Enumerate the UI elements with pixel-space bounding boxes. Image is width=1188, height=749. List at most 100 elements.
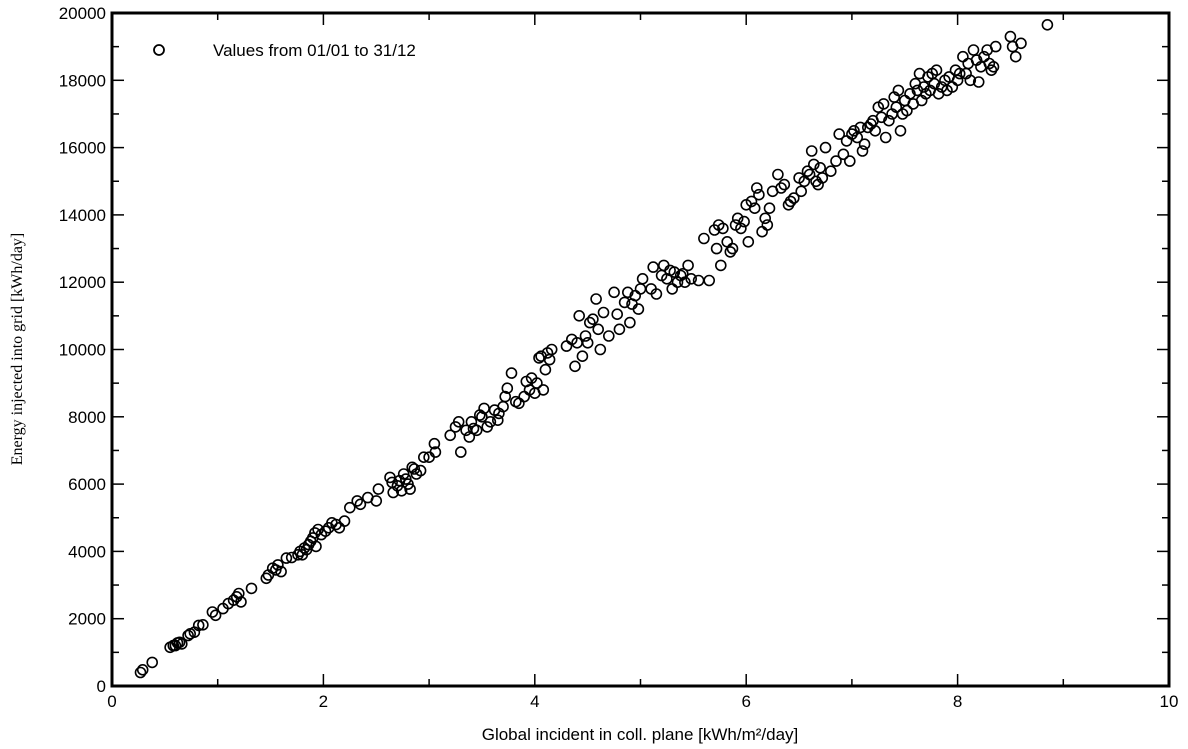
data-point — [666, 283, 679, 295]
data-point — [309, 527, 321, 539]
y-tick-label: 6000 — [68, 475, 106, 494]
data-point — [875, 111, 888, 124]
data-point — [840, 135, 853, 147]
data-point — [197, 618, 209, 631]
data-point — [501, 382, 514, 395]
x-tick-label: 2 — [319, 692, 328, 711]
data-point — [717, 222, 729, 235]
data-point — [756, 225, 768, 238]
data-point — [928, 77, 941, 90]
data-point — [685, 272, 698, 285]
data-point — [573, 309, 586, 322]
data-point — [594, 343, 607, 356]
data-point — [856, 145, 869, 157]
data-point — [583, 316, 596, 329]
data-point — [272, 559, 284, 571]
y-tick-label: 20000 — [59, 4, 106, 23]
data-point — [576, 350, 589, 363]
data-point — [454, 446, 467, 458]
tick-labels: 0 2 4 6 8 10 0 2000 4000 6000 8000 10000 12000 14000 1… — [59, 4, 1179, 711]
legend-entry: Values from 01/01 to 31/12 — [213, 41, 416, 60]
data-point — [370, 495, 383, 507]
data-point — [338, 515, 351, 527]
data-point — [597, 306, 610, 319]
data-point — [676, 267, 689, 280]
data-point — [581, 336, 594, 349]
data-point — [513, 397, 525, 410]
y-tick-label: 12000 — [59, 273, 106, 292]
data-point — [590, 293, 602, 305]
data-point — [703, 274, 716, 287]
data-point — [803, 168, 816, 181]
data-point — [894, 125, 907, 137]
y-axis-label: Energy injected into grid [kWh/day] — [9, 233, 26, 466]
data-point — [742, 236, 755, 248]
data-point — [624, 316, 636, 329]
legend-marker — [153, 44, 165, 56]
data-point — [245, 582, 258, 595]
data-point — [735, 222, 747, 235]
data-point — [465, 415, 478, 428]
data-point — [618, 296, 631, 309]
data-point — [235, 596, 247, 608]
data-point — [772, 168, 784, 181]
data-point — [395, 484, 408, 497]
x-tick-label: 0 — [107, 692, 116, 711]
data-point — [285, 551, 298, 564]
data-point — [539, 363, 552, 376]
data-point — [136, 663, 149, 676]
data-point — [343, 501, 356, 514]
data-point — [824, 165, 837, 177]
data-point — [833, 128, 846, 140]
data-point — [587, 313, 599, 326]
data-point — [750, 182, 763, 194]
data-point — [795, 185, 808, 198]
data-point — [830, 155, 842, 167]
data-point — [505, 367, 518, 379]
data-point — [854, 121, 867, 134]
data-point — [843, 155, 856, 167]
data-point — [319, 525, 332, 538]
plot-area-frame — [110, 11, 1171, 688]
y-tick-label: 10000 — [59, 341, 106, 360]
data-point — [671, 276, 684, 289]
data-point — [879, 131, 892, 144]
data-point — [569, 360, 581, 373]
data-point — [613, 323, 626, 336]
data-point — [209, 609, 222, 622]
data-point — [726, 242, 739, 255]
data-point — [714, 259, 727, 272]
data-point — [611, 308, 624, 321]
data-point — [579, 330, 592, 342]
data-point — [721, 236, 734, 248]
data-point — [890, 101, 903, 113]
data-point — [816, 172, 829, 184]
data-point — [869, 125, 882, 137]
data-point — [1015, 37, 1027, 50]
data-point — [851, 131, 864, 144]
data-point — [173, 636, 186, 649]
data-point — [805, 145, 818, 157]
data-point — [275, 565, 287, 578]
data-point — [280, 552, 293, 564]
data-point — [634, 283, 647, 295]
data-point — [192, 619, 205, 632]
data-point — [761, 219, 774, 231]
data-point — [560, 340, 573, 352]
x-tick-label: 6 — [741, 692, 750, 711]
data-point — [417, 451, 430, 464]
data-point — [748, 202, 761, 214]
data-point — [650, 288, 663, 300]
data-point — [1041, 18, 1054, 31]
data-point — [414, 464, 427, 477]
data-point — [837, 148, 850, 161]
data-point — [972, 76, 985, 88]
y-tick-label: 0 — [97, 677, 106, 696]
data-point — [452, 415, 465, 428]
y-tick-label: 2000 — [68, 610, 106, 629]
data-point — [491, 414, 504, 427]
axis-ticks — [111, 12, 1170, 687]
data-point — [784, 195, 797, 208]
data-point — [429, 446, 442, 458]
